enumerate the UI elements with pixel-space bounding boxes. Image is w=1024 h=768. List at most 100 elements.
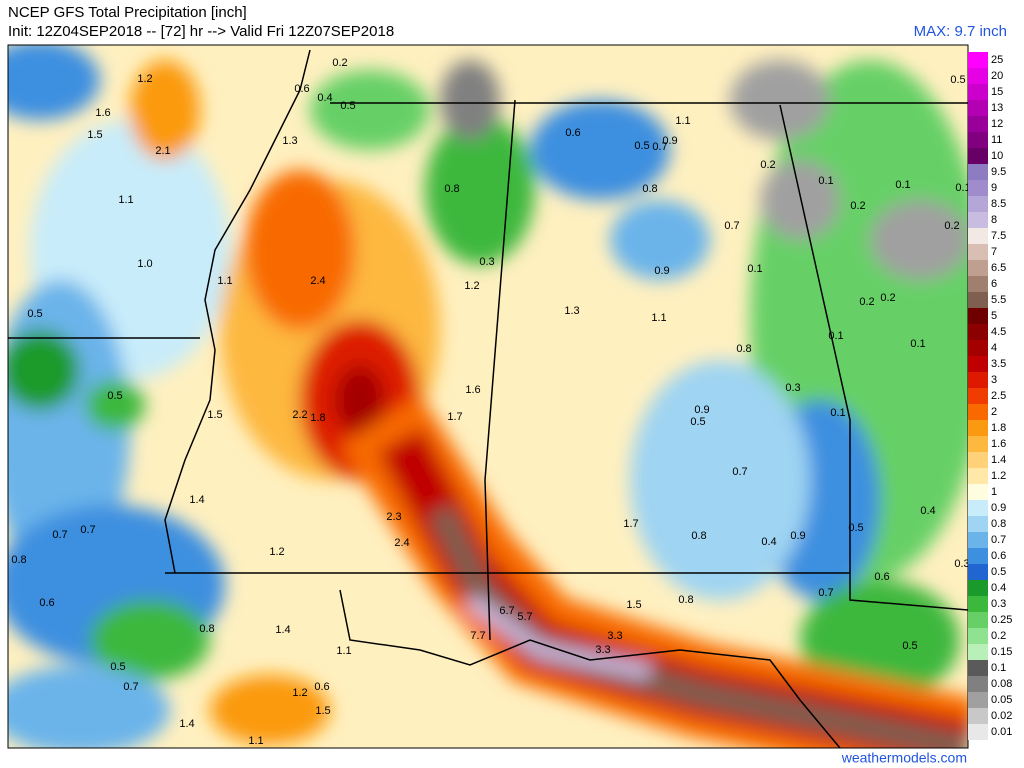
- legend-label: 0.01: [991, 726, 1012, 738]
- legend-label: 6: [991, 278, 997, 290]
- legend-label: 0.2: [991, 630, 1006, 642]
- legend-label: 0.3: [991, 598, 1006, 610]
- legend-swatch: [968, 276, 988, 292]
- map-value-label: 1.2: [137, 73, 152, 85]
- map-value-label: 0.9: [790, 530, 805, 542]
- map-value-label: 0.5: [848, 522, 863, 534]
- legend-label: 4: [991, 342, 997, 354]
- map-value-label: 1.8: [310, 412, 325, 424]
- map-value-label: 3.3: [607, 630, 622, 642]
- map-value-label: 0.7: [818, 587, 833, 599]
- precip-field: [8, 45, 968, 748]
- legend-label: 1.4: [991, 454, 1006, 466]
- map-value-label: 0.9: [662, 135, 677, 147]
- map-value-label: 1.4: [275, 624, 290, 636]
- map-value-label: 5.7: [517, 611, 532, 623]
- legend-label: 4.5: [991, 326, 1006, 338]
- map-value-label: 0.2: [332, 57, 347, 69]
- legend-swatch: [968, 644, 988, 660]
- legend-label: 11: [991, 134, 1002, 146]
- legend-swatch: [968, 196, 988, 212]
- map-value-label: 1.1: [651, 312, 666, 324]
- map-value-label: 0.9: [654, 265, 669, 277]
- map-value-label: 1.1: [118, 194, 133, 206]
- legend-label: 0.4: [991, 582, 1006, 594]
- legend-label: 15: [991, 86, 1003, 98]
- legend-label: 3: [991, 374, 997, 386]
- legend-swatch: [968, 244, 988, 260]
- legend-swatch: [968, 692, 988, 708]
- legend-swatch: [968, 356, 988, 372]
- map-value-label: 1.3: [564, 305, 579, 317]
- map-value-label: 1.3: [282, 135, 297, 147]
- map-value-label: 1.5: [315, 705, 330, 717]
- legend-label: 0.6: [991, 550, 1006, 562]
- map-value-label: 0.4: [317, 92, 332, 104]
- legend-label: 6.5: [991, 262, 1006, 274]
- map-value-label: 0.9: [694, 404, 709, 416]
- map-value-label: 0.7: [724, 220, 739, 232]
- legend-label: 1.2: [991, 470, 1006, 482]
- map-value-label: 0.5: [107, 390, 122, 402]
- legend-swatch: [968, 388, 988, 404]
- legend-label: 8: [991, 214, 997, 226]
- map-value-label: 0.7: [52, 529, 67, 541]
- legend-label: 20: [991, 70, 1003, 82]
- legend-swatch: [968, 612, 988, 628]
- legend-swatch: [968, 260, 988, 276]
- legend-swatch: [968, 340, 988, 356]
- map-value-label: 1.5: [87, 129, 102, 141]
- legend-swatch: [968, 580, 988, 596]
- map-value-label: 0.1: [910, 338, 925, 350]
- legend-swatch: [968, 724, 988, 740]
- legend-label: 0.02: [991, 710, 1012, 722]
- legend-swatch: [968, 228, 988, 244]
- map-value-label: 0.8: [736, 343, 751, 355]
- map-value-label: 0.8: [691, 530, 706, 542]
- legend-label: 2.5: [991, 390, 1006, 402]
- legend-swatch: [968, 676, 988, 692]
- legend-label: 0.5: [991, 566, 1006, 578]
- map-value-label: 0.7: [652, 141, 667, 153]
- map-value-label: 0.1: [955, 182, 970, 194]
- map-value-label: 0.7: [123, 681, 138, 693]
- legend-label: 1.8: [991, 422, 1006, 434]
- map-value-label: 0.5: [340, 100, 355, 112]
- map-value-label: 0.8: [642, 183, 657, 195]
- max-label: MAX: 9.7 inch: [914, 23, 1007, 40]
- map-value-label: 0.5: [634, 140, 649, 152]
- legend-swatch: [968, 564, 988, 580]
- legend-swatch: [968, 660, 988, 676]
- map-value-label: 0.7: [80, 524, 95, 536]
- map-value-label: 0.3: [954, 558, 969, 570]
- map-value-label: 1.7: [447, 411, 462, 423]
- map-value-label: 0.8: [199, 623, 214, 635]
- borders: [8, 49, 968, 748]
- map-value-label: 1.1: [675, 115, 690, 127]
- map-value-label: 0.5: [690, 416, 705, 428]
- legend-label: 0.08: [991, 678, 1012, 690]
- map-value-label: 1.4: [189, 494, 204, 506]
- legend-swatch: [968, 532, 988, 548]
- legend-label: 12: [991, 118, 1003, 130]
- map-value-label: 0.5: [950, 74, 965, 86]
- legend-label: 0.1: [991, 662, 1006, 674]
- map-value-label: 0.1: [828, 330, 843, 342]
- map-value-label: 0.2: [944, 220, 959, 232]
- legend-swatch: [968, 132, 988, 148]
- legend-label: 10: [991, 150, 1003, 162]
- map-value-label: 0.3: [785, 382, 800, 394]
- legend-swatch: [968, 148, 988, 164]
- map-value-label: 6.7: [499, 605, 514, 617]
- legend-swatch: [968, 180, 988, 196]
- legend-swatch: [968, 548, 988, 564]
- map-value-label: 0.8: [678, 594, 693, 606]
- legend-swatch: [968, 516, 988, 532]
- legend-swatch: [968, 164, 988, 180]
- map-value-label: 1.2: [292, 687, 307, 699]
- legend-swatch: [968, 212, 988, 228]
- legend-swatch: [968, 628, 988, 644]
- map-value-label: 0.2: [880, 292, 895, 304]
- legend-swatch: [968, 372, 988, 388]
